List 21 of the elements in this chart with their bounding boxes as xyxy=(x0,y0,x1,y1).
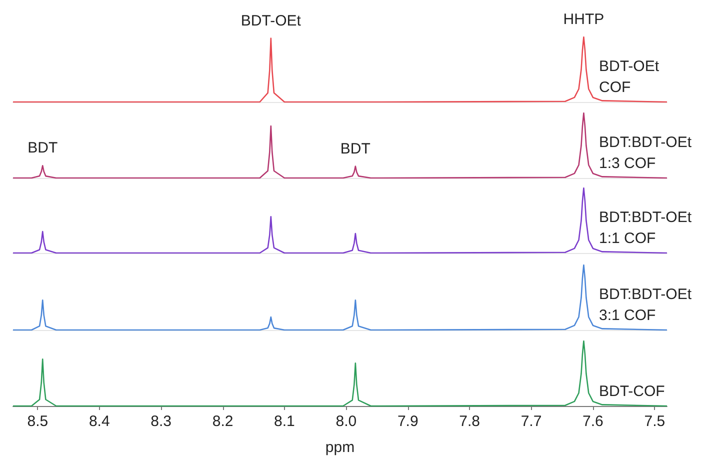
series-label: BDT:BDT-OEt 3:1 COF xyxy=(599,286,692,324)
x-tick-label: 7.9 xyxy=(397,413,418,430)
x-tick-label: 8.2 xyxy=(212,413,234,430)
series-label: BDT-COF xyxy=(599,383,665,400)
x-tick-label: 8.1 xyxy=(274,413,295,430)
x-tick-label: 8.4 xyxy=(88,413,110,430)
x-tick-label: 7.6 xyxy=(582,413,604,430)
annotation: BDT xyxy=(340,140,370,158)
x-axis-title: ppm xyxy=(325,439,355,456)
series-label: BDT:BDT-OEt 1:1 COF xyxy=(599,209,692,247)
annotation: HHTP xyxy=(563,11,604,28)
annotation: BDT xyxy=(28,140,58,157)
x-tick-label: 8.0 xyxy=(336,413,357,430)
series-label: BDT-OEt COF xyxy=(599,58,660,96)
x-tick-label: 7.8 xyxy=(459,413,480,430)
x-tick-label: 8.5 xyxy=(27,413,48,430)
annotation: BDT-OEt xyxy=(240,12,302,30)
x-tick-label: 7.7 xyxy=(520,413,542,430)
x-tick-label: 8.3 xyxy=(150,413,172,430)
x-tick-label: 7.5 xyxy=(644,413,666,430)
series-label: BDT:BDT-OEt 1:3 COF xyxy=(599,134,692,172)
